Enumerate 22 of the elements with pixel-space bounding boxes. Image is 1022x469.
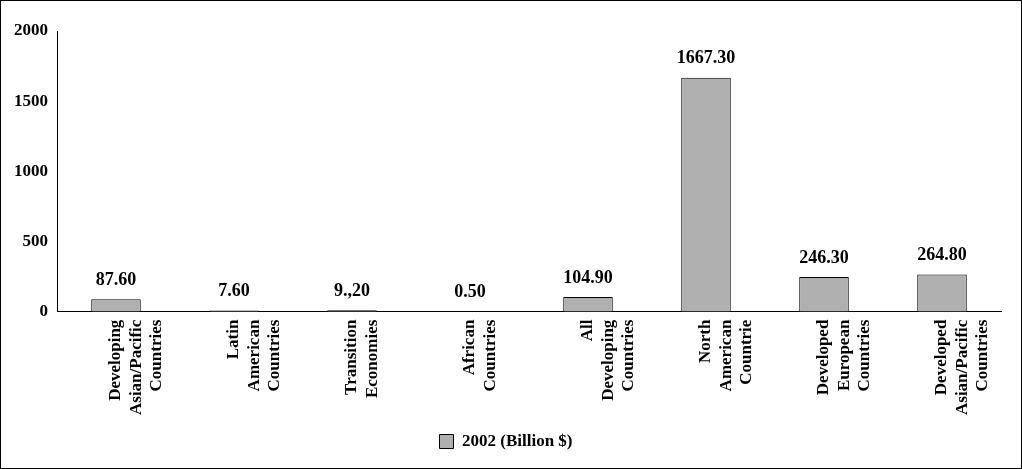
data-label: 1667.30 <box>676 47 736 68</box>
x-tick-label: Developed Asian/Pacific Countries <box>931 319 992 416</box>
x-tick-label: All Developing Countries <box>577 319 638 401</box>
x-tick-label: Latin American Countries <box>223 319 284 392</box>
legend-label: 2002 (Billion $) <box>462 430 573 450</box>
x-tick-label: African Countries <box>459 319 499 392</box>
y-tick-label: 500 <box>22 230 48 250</box>
y-tick-label: 1500 <box>14 90 48 110</box>
x-tick-label: Transition Economies <box>341 319 381 399</box>
x-tick-label: Developing Asian/Pacific Countries <box>105 319 166 416</box>
data-label: 264.80 <box>917 244 967 265</box>
data-label: 104.90 <box>563 266 613 287</box>
y-tick-label: 0 <box>39 301 48 321</box>
data-label: 0.50 <box>454 281 486 302</box>
x-tick-label: North American Countrie <box>695 319 756 392</box>
x-tick-label: Developed European Countries <box>813 319 874 396</box>
y-tick-label: 1000 <box>14 160 48 180</box>
data-label: 87.60 <box>95 268 137 289</box>
data-label: 7.60 <box>218 280 250 301</box>
data-label: 9.,20 <box>334 279 370 300</box>
data-label: 246.30 <box>799 246 849 267</box>
y-tick-label: 2000 <box>14 20 48 40</box>
